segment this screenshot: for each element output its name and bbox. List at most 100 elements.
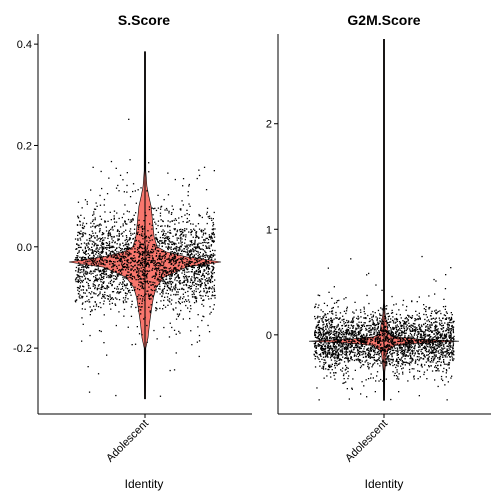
jitter-point bbox=[335, 347, 337, 349]
jitter-point bbox=[316, 337, 318, 339]
jitter-point bbox=[161, 291, 163, 293]
jitter-point bbox=[173, 286, 175, 288]
jitter-point bbox=[435, 337, 437, 339]
jitter-point bbox=[427, 335, 429, 337]
jitter-point bbox=[109, 303, 111, 305]
jitter-point bbox=[176, 313, 179, 315]
jitter-point bbox=[113, 215, 115, 217]
jitter-point bbox=[434, 326, 436, 328]
jitter-point bbox=[386, 313, 388, 315]
jitter-point bbox=[391, 340, 394, 343]
jitter-point bbox=[99, 292, 101, 295]
jitter-point bbox=[363, 337, 366, 339]
jitter-point bbox=[397, 362, 399, 364]
jitter-point bbox=[372, 322, 374, 324]
jitter-point bbox=[82, 296, 84, 298]
jitter-point bbox=[403, 349, 406, 351]
jitter-point bbox=[446, 328, 448, 330]
jitter-point bbox=[207, 273, 209, 276]
jitter-point bbox=[210, 259, 212, 261]
jitter-point bbox=[428, 335, 430, 337]
jitter-point bbox=[109, 252, 112, 255]
jitter-point bbox=[181, 267, 183, 269]
jitter-point bbox=[139, 275, 141, 278]
jitter-point bbox=[410, 326, 412, 328]
jitter-point bbox=[103, 300, 105, 302]
jitter-point bbox=[148, 295, 150, 297]
jitter-point bbox=[85, 258, 87, 260]
jitter-point bbox=[343, 298, 345, 300]
jitter-point bbox=[93, 263, 96, 266]
jitter-point bbox=[423, 323, 425, 325]
jitter-point bbox=[195, 299, 197, 302]
jitter-point bbox=[324, 332, 326, 335]
jitter-point bbox=[127, 239, 129, 241]
jitter-point bbox=[94, 219, 96, 221]
jitter-point bbox=[424, 356, 426, 358]
jitter-point bbox=[396, 343, 399, 345]
jitter-point bbox=[187, 299, 190, 301]
jitter-point bbox=[121, 263, 123, 265]
jitter-point bbox=[188, 261, 190, 263]
jitter-point bbox=[416, 339, 418, 341]
jitter-point bbox=[328, 334, 330, 336]
jitter-point bbox=[94, 271, 96, 273]
jitter-point bbox=[422, 352, 424, 355]
jitter-point bbox=[158, 268, 160, 270]
jitter-point bbox=[177, 265, 179, 267]
jitter-point bbox=[155, 272, 157, 274]
jitter-point bbox=[314, 346, 316, 348]
jitter-point bbox=[318, 294, 321, 297]
jitter-point bbox=[190, 258, 192, 260]
jitter-point bbox=[136, 326, 138, 328]
jitter-point bbox=[152, 249, 154, 251]
jitter-point bbox=[357, 355, 360, 358]
jitter-point bbox=[346, 341, 348, 343]
jitter-point bbox=[154, 277, 156, 280]
jitter-point bbox=[392, 360, 394, 362]
jitter-point bbox=[137, 296, 139, 298]
jitter-point bbox=[97, 267, 99, 269]
jitter-point bbox=[186, 268, 188, 270]
jitter-point bbox=[195, 301, 198, 303]
jitter-point bbox=[91, 265, 93, 267]
jitter-point bbox=[111, 250, 113, 253]
jitter-point bbox=[385, 317, 387, 319]
jitter-point bbox=[348, 375, 350, 377]
jitter-point bbox=[171, 241, 174, 243]
jitter-point bbox=[355, 344, 358, 346]
jitter-point bbox=[181, 253, 183, 255]
jitter-point bbox=[106, 261, 109, 263]
jitter-point bbox=[177, 259, 179, 261]
jitter-point bbox=[122, 235, 124, 237]
jitter-point bbox=[437, 343, 439, 345]
jitter-point bbox=[145, 251, 147, 253]
jitter-point bbox=[324, 359, 326, 361]
jitter-point bbox=[355, 309, 357, 311]
jitter-point bbox=[191, 285, 193, 287]
jitter-point bbox=[382, 323, 384, 326]
jitter-point bbox=[92, 250, 94, 252]
jitter-point bbox=[142, 295, 144, 298]
jitter-point bbox=[156, 262, 158, 265]
jitter-point bbox=[212, 222, 214, 224]
jitter-point bbox=[404, 340, 406, 342]
jitter-point bbox=[161, 230, 163, 233]
jitter-point bbox=[103, 246, 105, 248]
jitter-point bbox=[150, 259, 153, 262]
jitter-point bbox=[94, 301, 96, 303]
jitter-point bbox=[438, 317, 440, 319]
jitter-point bbox=[118, 238, 120, 240]
jitter-point bbox=[405, 326, 407, 328]
jitter-point bbox=[165, 270, 167, 272]
jitter-point bbox=[90, 263, 92, 265]
jitter-point bbox=[151, 257, 154, 259]
jitter-point bbox=[382, 320, 385, 323]
jitter-point bbox=[363, 339, 365, 341]
jitter-point bbox=[340, 339, 342, 341]
jitter-point bbox=[190, 278, 192, 280]
jitter-point bbox=[368, 368, 370, 370]
jitter-point bbox=[443, 361, 445, 363]
jitter-point bbox=[189, 288, 192, 290]
jitter-point bbox=[175, 267, 177, 269]
